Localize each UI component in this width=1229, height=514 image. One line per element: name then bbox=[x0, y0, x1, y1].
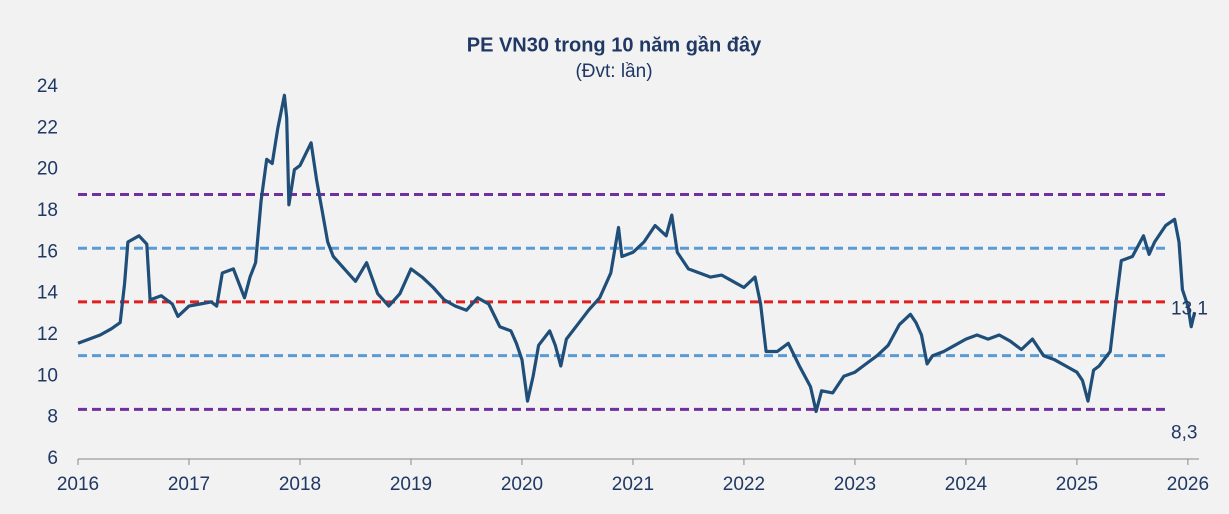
y-tick-label: 16 bbox=[37, 241, 58, 262]
annotation: 13,1 bbox=[1171, 298, 1208, 319]
x-tick-label: 2021 bbox=[612, 474, 654, 495]
x-tick-label: 2025 bbox=[1056, 474, 1098, 495]
y-tick-label: 8 bbox=[47, 407, 58, 428]
y-tick-label: 22 bbox=[37, 117, 58, 138]
x-tick-label: 2020 bbox=[501, 474, 543, 495]
y-tick-label: 24 bbox=[37, 76, 59, 97]
y-tick-label: 20 bbox=[37, 159, 58, 180]
x-tick-label: 2018 bbox=[279, 474, 321, 495]
chart-title: PE VN30 trong 10 năm gần đây bbox=[467, 34, 762, 56]
x-tick-label: 2026 bbox=[1167, 474, 1209, 495]
y-tick-label: 6 bbox=[47, 448, 58, 469]
x-tick-label: 2022 bbox=[723, 474, 765, 495]
y-tick-label: 14 bbox=[37, 283, 59, 304]
x-tick-label: 2023 bbox=[834, 474, 876, 495]
y-tick-label: 12 bbox=[37, 324, 58, 345]
x-tick-label: 2019 bbox=[390, 474, 432, 495]
x-tick-label: 2024 bbox=[945, 474, 988, 495]
chart-subtitle: (Đvt: lần) bbox=[575, 61, 652, 82]
annotation: 8,3 bbox=[1171, 422, 1197, 443]
x-tick-label: 2016 bbox=[57, 474, 99, 495]
y-tick-label: 18 bbox=[37, 200, 58, 221]
y-tick-label: 10 bbox=[37, 365, 58, 386]
pe-line bbox=[77, 93, 1197, 414]
x-tick-label: 2017 bbox=[168, 474, 210, 495]
